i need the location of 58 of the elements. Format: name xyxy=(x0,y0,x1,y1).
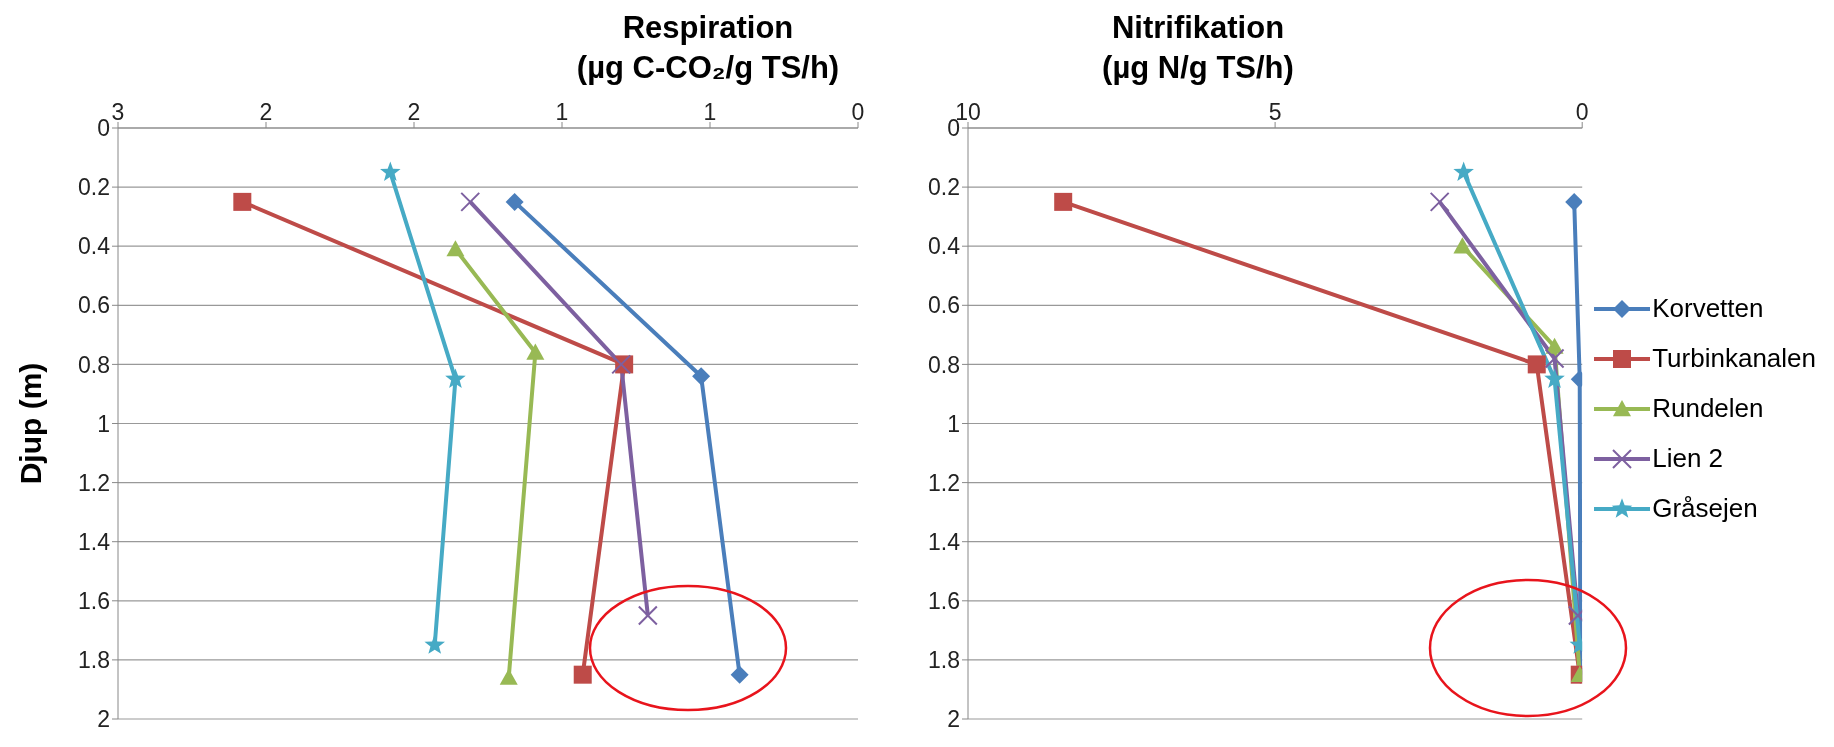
x-tick-label: 5 xyxy=(1268,99,1282,125)
x-tick-label: 1 xyxy=(703,99,717,125)
point xyxy=(573,665,592,684)
y-tick-label: 1.6 xyxy=(78,587,110,614)
chart-title: Respiration xyxy=(622,10,794,45)
legend-label: Korvetten xyxy=(1652,293,1764,324)
point xyxy=(424,634,445,654)
legend-label: Lien 2 xyxy=(1652,443,1724,474)
x-tick-label: 1 xyxy=(555,99,569,125)
x-tick-label: 2 xyxy=(259,99,273,125)
y-tick-label: 1 xyxy=(947,410,960,437)
point xyxy=(505,192,524,211)
point xyxy=(1544,348,1565,369)
y-tick-label: 0.2 xyxy=(78,174,110,201)
y-tick-label: 0.6 xyxy=(928,292,960,319)
point xyxy=(445,368,466,388)
point xyxy=(730,665,749,684)
point xyxy=(1544,368,1565,388)
chart-subtitle: (µg C-CO₂/g TS/h) xyxy=(576,50,840,85)
y-tick-label: 1.4 xyxy=(928,528,961,555)
point xyxy=(446,240,465,257)
y-tick-label: 0.6 xyxy=(78,292,110,319)
y-tick-label: 2 xyxy=(97,706,110,733)
y-tick-label: 0.4 xyxy=(78,233,111,260)
point xyxy=(1054,192,1073,211)
point xyxy=(1527,355,1546,374)
y-tick-label: 1 xyxy=(97,410,110,437)
legend-label: Turbinkanalen xyxy=(1652,343,1816,374)
point xyxy=(233,192,252,211)
y-axis-title: Djup (m) xyxy=(13,362,47,485)
y-tick-label: 1.4 xyxy=(78,528,111,555)
point xyxy=(499,668,518,685)
legend-label: Rundelen xyxy=(1652,393,1764,424)
chart-subtitle: (µg N/g TS/h) xyxy=(1101,49,1295,87)
x-tick-label: 3 xyxy=(111,99,125,125)
x-tick-label: 0 xyxy=(1575,99,1589,125)
y-tick-label: 1.2 xyxy=(928,469,960,496)
point xyxy=(380,161,401,182)
legend-label: Gråsejen xyxy=(1652,493,1758,524)
point xyxy=(460,191,481,212)
y-tick-label: 0.8 xyxy=(78,351,110,378)
y-tick-label: 2 xyxy=(947,706,960,733)
y-tick-label: 0.4 xyxy=(928,233,961,260)
y-tick-label: 1.8 xyxy=(928,647,960,674)
y-tick-label: 1.8 xyxy=(78,647,110,674)
x-tick-label: 2 xyxy=(407,99,421,125)
y-tick-label: 1.6 xyxy=(928,587,960,614)
point xyxy=(1453,237,1472,254)
point xyxy=(637,605,658,626)
point xyxy=(526,343,545,360)
y-tick-label: 0.8 xyxy=(928,351,960,378)
y-tick-label: 0.2 xyxy=(928,174,960,201)
point xyxy=(692,367,711,386)
x-tick-label: 0 xyxy=(851,99,865,125)
chart-title: Nitrifikation xyxy=(1110,9,1286,47)
point xyxy=(1429,191,1450,212)
y-tick-label: 1.2 xyxy=(78,469,110,496)
point xyxy=(1453,161,1474,182)
